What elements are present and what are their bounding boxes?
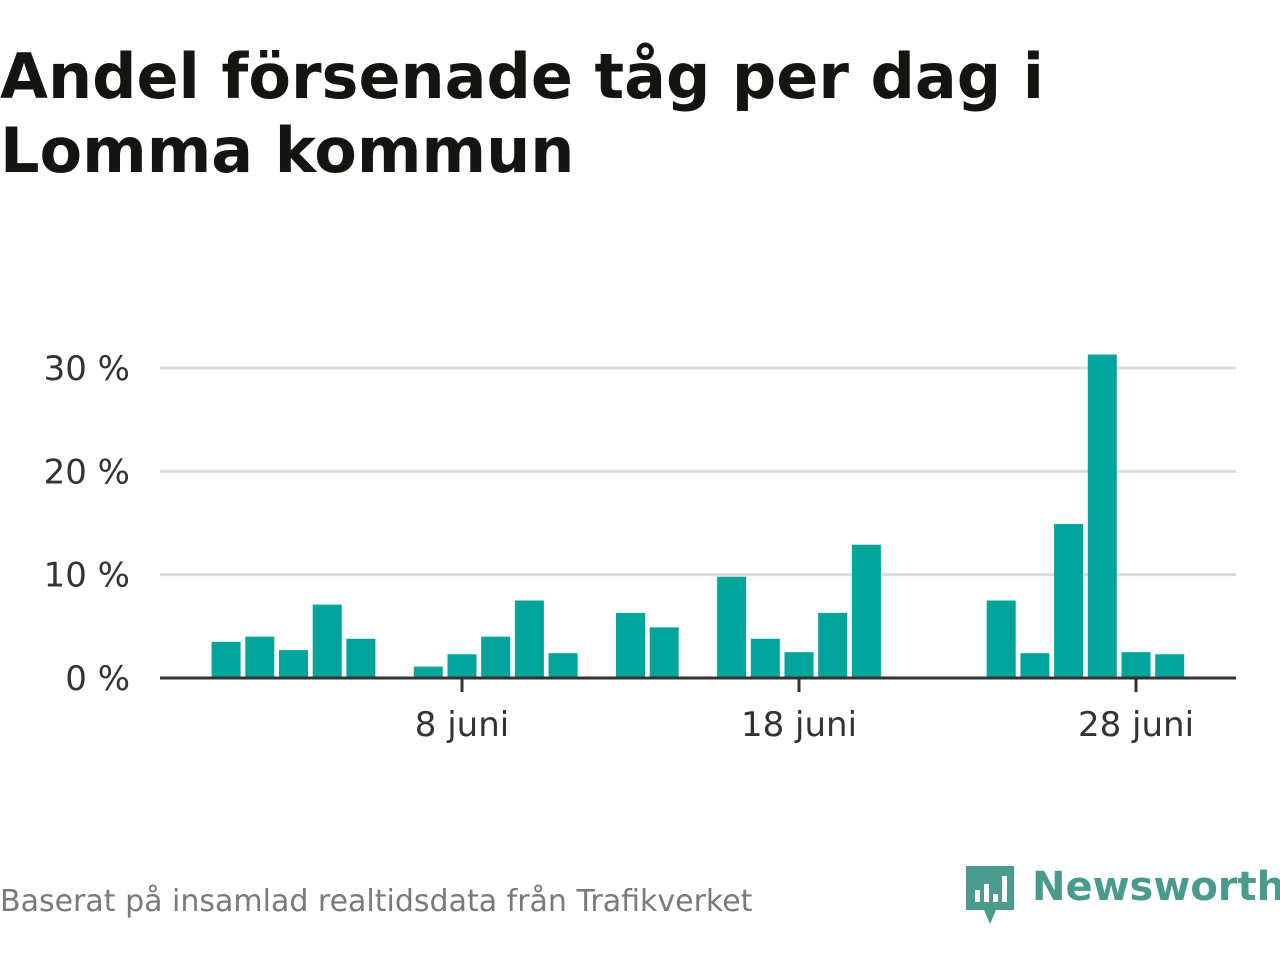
brand-name: Newsworthy xyxy=(1032,864,1280,910)
x-tick-label: 18 juni xyxy=(741,705,857,745)
x-axis-ticks: 8 juni 18 juni 28 juni xyxy=(415,678,1194,745)
bar[interactable] xyxy=(481,636,511,678)
x-tick-label: 28 juni xyxy=(1078,705,1194,745)
bar[interactable] xyxy=(1054,524,1084,678)
bar[interactable] xyxy=(717,576,747,678)
bar-chart: 0 % 10 % 20 % 30 % 8 juni 18 juni 28 juni xyxy=(44,349,1236,745)
bar[interactable] xyxy=(279,650,308,678)
y-tick-label: 30 % xyxy=(44,349,130,389)
y-axis-ticks: 0 % 10 % 20 % 30 % xyxy=(44,349,130,699)
bar[interactable] xyxy=(413,666,443,678)
y-tick-label: 10 % xyxy=(44,556,130,596)
chart-title: Andel försenade tåg per dag i Lomma komm… xyxy=(0,40,1044,187)
newsworthy-logo-icon xyxy=(966,866,1014,924)
bar[interactable] xyxy=(211,641,241,678)
bar[interactable] xyxy=(784,652,814,678)
bars xyxy=(211,354,1185,679)
bar[interactable] xyxy=(649,627,679,678)
bar[interactable] xyxy=(346,638,376,678)
bar[interactable] xyxy=(851,544,881,678)
source-note: Baserat på insamlad realtidsdata från Tr… xyxy=(0,884,753,919)
bar[interactable] xyxy=(986,600,1016,679)
bar[interactable] xyxy=(245,636,275,678)
bar[interactable] xyxy=(312,604,342,678)
bar[interactable] xyxy=(1020,653,1050,678)
bar[interactable] xyxy=(1121,652,1151,678)
bar[interactable] xyxy=(548,653,578,678)
bar[interactable] xyxy=(616,612,645,678)
bar[interactable] xyxy=(514,600,544,679)
bar[interactable] xyxy=(818,612,848,678)
bar[interactable] xyxy=(1155,654,1185,678)
y-tick-label: 20 % xyxy=(44,452,130,492)
x-tick-label: 8 juni xyxy=(415,705,509,745)
y-tick-label: 0 % xyxy=(65,659,130,699)
bar[interactable] xyxy=(1087,354,1117,678)
bar[interactable] xyxy=(750,638,780,678)
bar[interactable] xyxy=(447,654,477,678)
